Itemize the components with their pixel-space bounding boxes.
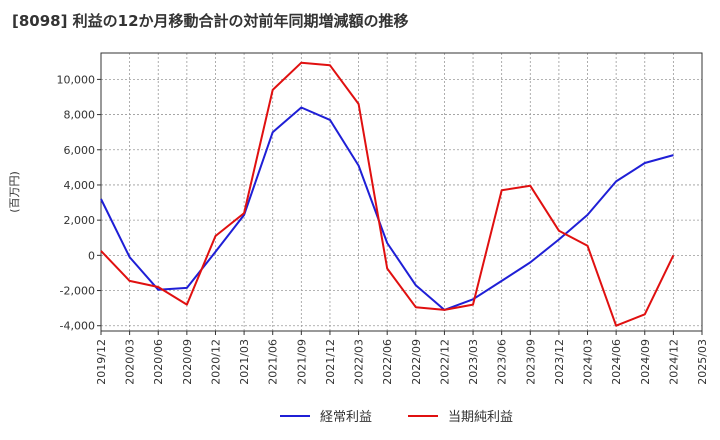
grid — [101, 53, 702, 331]
x-tick-label: 2024/03 — [582, 339, 595, 385]
y-tick-label: 8,000 — [64, 109, 96, 122]
x-tick-label: 2023/03 — [467, 339, 480, 385]
legend-label: 経常利益 — [320, 410, 372, 425]
legend: 経常利益 当期純利益 — [280, 410, 513, 425]
x-tick-label: 2024/09 — [639, 339, 652, 385]
x-tick-label: 2020/12 — [209, 339, 222, 385]
x-tick-label: 2022/09 — [410, 339, 423, 385]
x-tick-label: 2022/12 — [438, 339, 451, 385]
x-tick-label: 2020/03 — [124, 339, 137, 385]
x-tick-label: 2022/06 — [381, 339, 394, 385]
plot-frame — [100, 52, 703, 332]
y-axis-title: (百万円) — [8, 171, 21, 213]
y-tick-label: -4,000 — [60, 320, 95, 333]
x-tick-label: 2021/09 — [295, 339, 308, 385]
series-lines — [100, 61, 675, 327]
series-line-2 — [100, 61, 675, 327]
y-tick-label: 6,000 — [64, 144, 96, 157]
y-tick-label: 10,000 — [57, 73, 96, 86]
x-tick-label: 2020/09 — [181, 339, 194, 385]
x-tick-label: 2023/06 — [496, 339, 509, 385]
x-tick-label: 2022/03 — [353, 339, 366, 385]
x-tick-label: 2024/06 — [610, 339, 623, 385]
x-tick-label: 2021/03 — [238, 339, 251, 385]
x-tick-label: 2021/12 — [324, 339, 337, 385]
y-tick-label: 2,000 — [64, 214, 96, 227]
x-tick-label: 2024/12 — [667, 339, 680, 385]
x-tick-label: 2025/03 — [696, 339, 709, 385]
y-tick-label: -2,000 — [60, 285, 95, 298]
x-tick-label: 2019/12 — [95, 339, 108, 385]
y-tick-label: 0 — [88, 249, 95, 262]
x-tick-label: 2020/06 — [152, 339, 165, 385]
x-tick-label: 2021/06 — [267, 339, 280, 385]
chart-title: [8098] 利益の12か月移動合計の対前年同期増減額の推移 — [12, 12, 409, 30]
y-tick-label: 4,000 — [64, 179, 96, 192]
x-tick-label: 2023/12 — [553, 339, 566, 385]
y-axis: -4,000 -2,000 0 2,000 4,000 6,000 8,000 10,000 — [57, 73, 101, 333]
x-axis: 2019/12 2020/03 2020/06 2020/09 2020/12 2021/… — [95, 331, 709, 385]
series-line-1 — [100, 106, 674, 311]
legend-label: 当期純利益 — [448, 410, 513, 425]
x-tick-label: 2023/09 — [524, 339, 537, 385]
